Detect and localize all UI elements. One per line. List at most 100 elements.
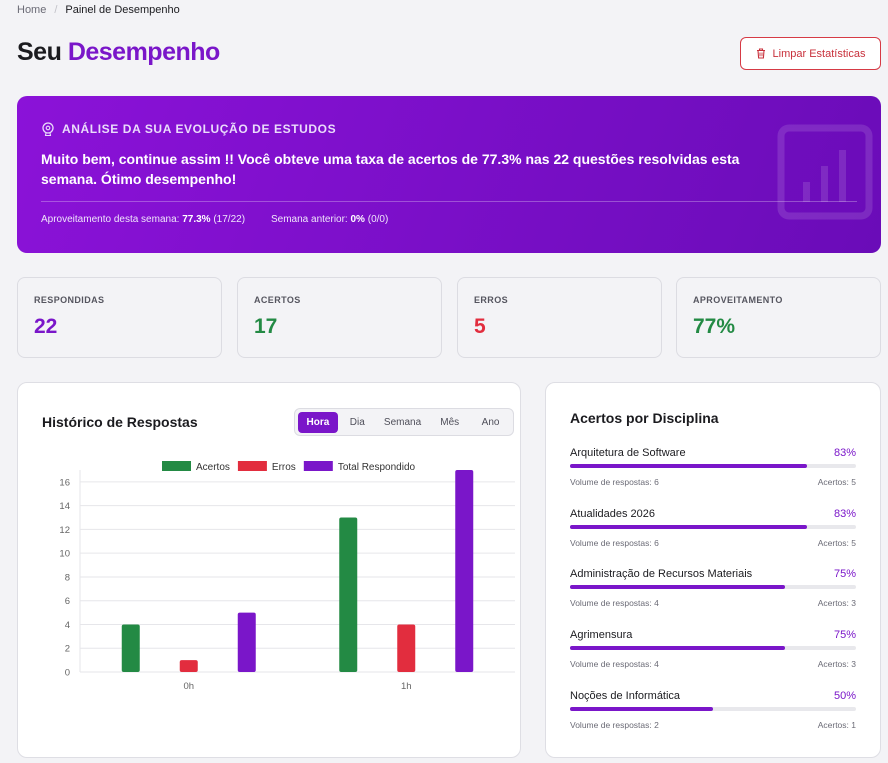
y-tick-label: 4 [65, 620, 70, 631]
discipline-progress-fill [570, 524, 808, 529]
history-chart: Acertos Erros Total Respondido 0 2 4 6 8 10 12 14 1… [59, 461, 515, 692]
discipline-item: Noções de Informática 50% Volume de respos… [570, 690, 856, 740]
discipline-percent: 75% [833, 629, 856, 642]
legend-label: Acertos [196, 462, 230, 473]
stat-value: 22 [34, 315, 58, 338]
banner-message: Muito bem, continue assim !! Você obteve… [41, 151, 740, 187]
legend-label: Total Respondido [338, 462, 416, 473]
discipline-progress-fill [570, 646, 785, 651]
brain-icon [42, 122, 54, 136]
period-tabs: Hora Dia Semana Mês Ano [294, 408, 514, 436]
legend-label: Erros [272, 462, 296, 473]
discipline-percent: 83% [833, 447, 856, 459]
page-title-prefix: Seu [17, 38, 62, 66]
discipline-item: Agrimensura 75% Volume de respostas: 4 Acer… [570, 629, 856, 679]
discipline-hits: Acertos: 3 [817, 598, 856, 609]
discipline-progress-fill [570, 464, 808, 468]
discipline-progress-fill [570, 706, 713, 711]
stat-value: 77% [693, 315, 736, 338]
discipline-hits: Acertos: 3 [817, 659, 856, 670]
banner-divider [41, 201, 857, 202]
y-tick-label: 0 [65, 668, 70, 679]
stat-label: ACERTOS [254, 295, 301, 305]
discipline-item: Administração de Recursos Materiais 75% Vo… [570, 568, 856, 618]
stat-card-answered: RESPONDIDAS 22 [17, 277, 222, 358]
legend-swatch [162, 461, 191, 471]
tab-mes[interactable]: Mês [440, 416, 460, 428]
discipline-name: Arquitetura de Software [570, 447, 686, 459]
discipline-hits: Acertos: 5 [817, 477, 856, 487]
bar-chart-icon [777, 124, 873, 220]
discipline-percent: 83% [833, 507, 856, 520]
stat-label: RESPONDIDAS [34, 295, 105, 305]
bar-erros [397, 624, 416, 672]
discipline-volume: Volume de respostas: 2 [570, 719, 659, 730]
discipline-item: Atualidades 2026 83% Volume de respostas: … [570, 508, 856, 558]
x-tick-label: 1h [401, 681, 412, 692]
breadcrumb-separator: / [54, 4, 58, 16]
clear-stats-label: Limpar Estatísticas [772, 47, 866, 60]
bar-total-respondido [237, 612, 256, 672]
stat-card-performance: APROVEITAMENTO 77% [676, 277, 881, 358]
y-tick-label: 12 [59, 525, 70, 536]
stat-value: 5 [474, 315, 486, 338]
this-week-detail: (17/22) [213, 214, 246, 225]
discipline-volume: Volume de respostas: 4 [570, 598, 659, 609]
discipline-name: Atualidades 2026 [570, 507, 656, 520]
analysis-banner: ANÁLISE DA SUA EVOLUÇÃO DE ESTUDOS Muito… [17, 96, 881, 253]
last-week-stat: Semana anterior: 0% (0/0) [271, 214, 388, 225]
this-week-stat: Aproveitamento desta semana: 77.3% (17/2… [41, 214, 245, 225]
tab-ano[interactable]: Ano [481, 416, 500, 428]
legend-swatch [303, 461, 333, 471]
trash-icon [756, 48, 765, 59]
stat-card-errors: ERROS 5 [457, 277, 662, 358]
discipline-progress-track [570, 524, 856, 529]
y-tick-label: 10 [59, 549, 70, 560]
banner-kicker: ANÁLISE DA SUA EVOLUÇÃO DE ESTUDOS [62, 122, 337, 136]
disciplines-title: Acertos por Disciplina [570, 410, 719, 426]
discipline-volume: Volume de respostas: 6 [570, 477, 659, 487]
discipline-progress-track [570, 585, 856, 590]
stat-card-correct: ACERTOS 17 [237, 277, 442, 358]
breadcrumb-home-link[interactable]: Home [17, 4, 47, 16]
discipline-hits: Acertos: 1 [817, 719, 856, 730]
stat-label: ERROS [474, 295, 509, 305]
discipline-progress-track [570, 646, 856, 651]
y-tick-label: 8 [65, 572, 70, 583]
breadcrumb-current: Painel de Desempenho [65, 4, 180, 16]
bar-total-respondido [455, 470, 474, 672]
last-week-detail: (0/0) [367, 214, 389, 225]
tab-hora[interactable]: Hora [298, 411, 338, 433]
bar-acertos [339, 517, 358, 672]
disciplines-panel: Acertos por Disciplina Arquitetura de So… [545, 382, 881, 758]
history-panel: Histórico de Respostas Hora Dia Semana M… [17, 382, 521, 758]
y-tick-label: 16 [59, 477, 70, 488]
tab-semana[interactable]: Semana [383, 416, 422, 428]
stat-label: APROVEITAMENTO [693, 295, 783, 305]
discipline-name: Agrimensura [570, 629, 633, 642]
this-week-value: 77.3% [182, 214, 211, 225]
stat-value: 17 [254, 315, 278, 338]
discipline-percent: 75% [833, 568, 856, 581]
clear-stats-button[interactable]: Limpar Estatísticas [740, 37, 881, 70]
page-title: Seu Desempenho [17, 38, 220, 67]
last-week-value: 0% [350, 214, 365, 225]
history-title: Histórico de Respostas [42, 414, 198, 430]
y-tick-label: 14 [59, 501, 70, 512]
discipline-item: Arquitetura de Software 83% Volume de resp… [570, 447, 856, 497]
y-tick-label: 2 [65, 644, 70, 655]
discipline-progress-fill [570, 585, 785, 590]
discipline-hits: Acertos: 5 [817, 537, 856, 548]
y-tick-label: 6 [65, 596, 70, 607]
x-tick-label: 0h [183, 681, 194, 692]
discipline-name: Noções de Informática [570, 689, 681, 702]
discipline-name: Administração de Recursos Materiais [570, 568, 753, 581]
discipline-volume: Volume de respostas: 6 [570, 537, 659, 548]
bar-acertos [121, 624, 140, 672]
tab-dia[interactable]: Dia [349, 416, 365, 428]
last-week-label: Semana anterior: [271, 214, 348, 225]
discipline-volume: Volume de respostas: 4 [570, 659, 659, 670]
this-week-label: Aproveitamento desta semana: [41, 214, 180, 225]
discipline-percent: 50% [833, 689, 856, 702]
page-title-accent: Desempenho [67, 38, 220, 66]
